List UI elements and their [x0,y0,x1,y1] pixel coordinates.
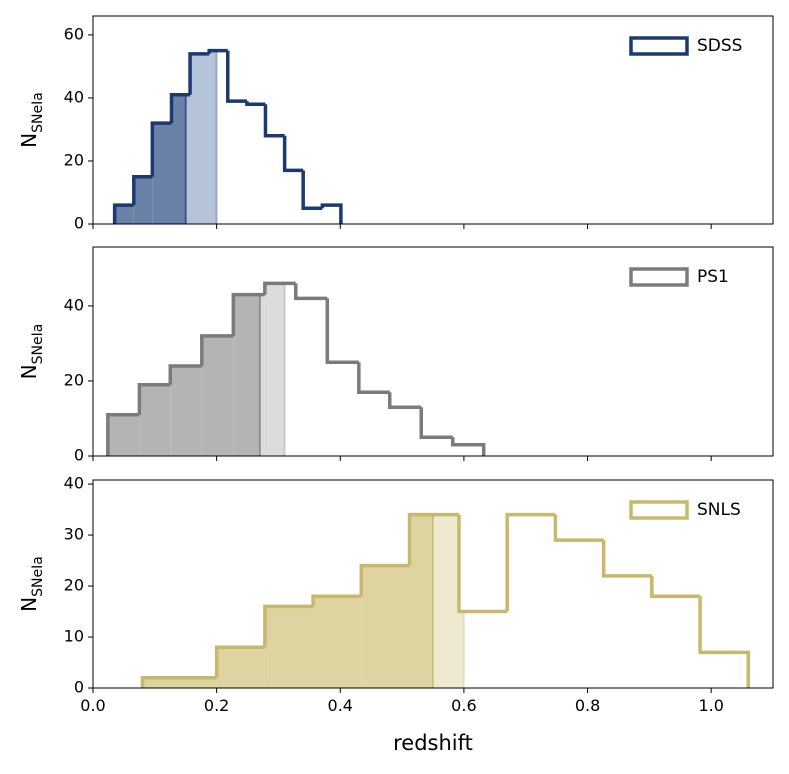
bar-fill [361,565,410,688]
histogram-step [387,392,422,409]
y-tick-label: 20 [64,150,84,169]
y-axis-label-sub: SNeIa [30,556,46,597]
x-tick-label: 1.0 [698,696,723,715]
x-tick-label: 0.8 [575,696,600,715]
y-tick-label: 0 [74,446,84,465]
y-tick-label: 40 [64,295,84,314]
bar-fill [114,205,134,224]
axes-frame [92,246,774,457]
histogram-step [359,563,410,597]
histogram-step [226,50,247,103]
y-axis-label: NSNeIa [17,92,46,148]
legend-label: SNLS [697,500,741,520]
histogram-step [207,48,228,54]
x-tick-label: 0.4 [328,696,353,715]
bar-fill [171,94,186,225]
bar-fill [233,294,260,456]
histogram-step [263,104,285,138]
histogram-step [137,382,171,415]
x-tick-label: 0.2 [204,696,229,715]
histogram-step [294,283,328,301]
histogram-step [112,203,134,224]
y-tick-label: 20 [64,576,84,595]
histogram-step [263,604,314,648]
histogram-step [188,52,210,95]
bar-fill [264,606,314,688]
histogram-step [245,101,266,106]
bar-fill [409,514,433,688]
histogram-step [150,121,172,177]
x-axis-label: redshift [393,731,473,755]
histogram-step [601,540,652,578]
y-axis-label: NSNeIa [17,556,46,612]
bar-fill [209,50,217,224]
histogram-step [132,174,153,206]
histogram-step [168,364,202,385]
histogram-step [698,596,751,688]
bar-fill [264,283,285,456]
histogram-step [231,292,265,336]
legend-swatch [629,36,689,56]
y-tick-label: 0 [74,678,84,697]
y-tick-label: 0 [74,214,84,233]
bar-fill [170,365,202,456]
x-tick-label: 0.6 [451,696,476,715]
bar-fill [107,414,140,456]
histogram-step [650,575,701,598]
legend-label: SDSS [697,36,742,56]
bar-fill [185,94,191,225]
histogram-step [169,93,191,124]
legend-swatch [629,500,689,520]
y-axis-label-main: N [17,364,41,379]
y-axis-label-sub: SNeIa [30,92,46,133]
bar-fill [216,647,265,688]
bar-fill [139,384,171,456]
histogram-step [553,514,604,542]
histogram-step [320,203,343,224]
histogram-step [311,594,362,607]
bar-fill [152,123,172,224]
y-tick-label: 10 [64,627,84,646]
bar-fill [313,596,362,688]
legend-swatch [629,267,689,287]
axes-frame [92,15,774,225]
histogram-step [263,281,296,295]
legend-label: PS1 [697,267,729,287]
bar-fill [190,53,210,225]
bar-fill [142,677,217,688]
histogram-step [505,512,556,612]
x-tick-label: 0.0 [80,696,105,715]
bar-fill [201,335,234,456]
histogram-step [325,298,359,364]
histogram-step [214,645,265,678]
histogram-step [451,437,486,456]
y-tick-label: 20 [64,370,84,389]
histogram-step [301,170,323,210]
y-tick-label: 30 [64,525,84,544]
bar-fill [259,294,265,456]
y-axis-label-main: N [17,597,41,612]
y-tick-label: 60 [64,24,84,43]
y-tick-label: 40 [64,474,84,493]
bar-fill [133,176,153,224]
histogram-step [106,412,140,456]
y-axis-label: NSNeIa [17,324,46,380]
histogram-step [419,407,453,439]
y-tick-label: 40 [64,87,84,106]
axes-frame [92,479,774,689]
y-axis-label-sub: SNeIa [30,324,46,365]
histogram-step [140,676,217,688]
histogram-step [457,514,508,614]
bar-fill [458,611,464,688]
y-axis-label-main: N [17,133,41,148]
histogram-step [407,512,459,566]
histogram-step [200,334,234,366]
histogram-step [357,362,390,394]
histogram-step [282,135,304,173]
bar-fill [433,514,459,688]
